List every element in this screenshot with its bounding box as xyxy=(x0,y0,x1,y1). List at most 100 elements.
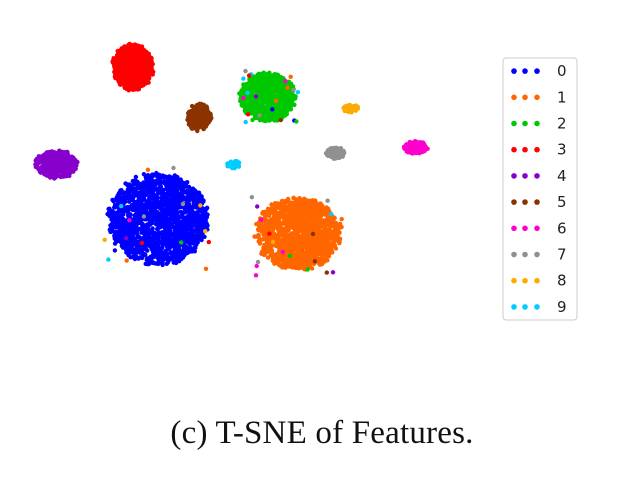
point-class-2 xyxy=(260,103,265,109)
point-class-2 xyxy=(272,81,277,86)
point-class-0 xyxy=(164,240,169,245)
point-class-1 xyxy=(307,206,312,211)
point-class-0 xyxy=(181,216,186,221)
point-class-1 xyxy=(289,202,295,208)
point-class-0 xyxy=(190,227,195,233)
point-class-0 xyxy=(191,239,196,245)
point-class-2 xyxy=(282,106,287,112)
point-class-1 xyxy=(293,199,299,204)
point-class-4 xyxy=(71,164,76,169)
point-class-2 xyxy=(246,103,252,108)
point-class-3 xyxy=(150,61,155,67)
point-class-1 xyxy=(310,201,315,206)
point-class-0 xyxy=(172,244,178,249)
point-class-0 xyxy=(165,196,170,202)
point-class-4 xyxy=(69,154,74,160)
point-class-1 xyxy=(299,212,304,217)
point-class-3 xyxy=(121,71,126,77)
point-class-0 xyxy=(145,175,150,180)
point-class-0 xyxy=(158,173,163,179)
point-class-2 xyxy=(275,109,280,115)
point-class-1 xyxy=(314,202,319,207)
point-class-0 xyxy=(176,235,182,240)
point-class-0 xyxy=(176,184,181,189)
point-class-2 xyxy=(285,97,290,102)
point-class-0 xyxy=(160,240,165,246)
point-class-0 xyxy=(187,241,192,246)
point-class-0 xyxy=(140,244,145,250)
point-class-0 xyxy=(199,209,205,214)
point-class-2 xyxy=(280,99,286,104)
point-class-0 xyxy=(151,244,157,249)
point-class-0 xyxy=(155,255,160,261)
point-class-1 xyxy=(290,225,295,230)
point-class-1 xyxy=(331,236,336,241)
point-class-0 xyxy=(167,174,172,179)
point-class-1 xyxy=(276,248,282,254)
point-class-0 xyxy=(156,230,161,235)
point-class-0 xyxy=(194,235,199,241)
point-class-1 xyxy=(300,264,306,269)
point-class-0 xyxy=(160,262,165,268)
point-class-1 xyxy=(303,209,309,215)
point-class-3 xyxy=(123,46,128,51)
point-class-1 xyxy=(318,256,323,261)
point-class-0 xyxy=(149,238,154,243)
point-class-0 xyxy=(134,217,139,222)
point-class-0 xyxy=(179,249,185,255)
point-class-0 xyxy=(177,191,183,196)
point-class-1 xyxy=(286,233,291,238)
point-class-4 xyxy=(64,155,69,160)
point-class-3 xyxy=(137,62,143,68)
point-class-0 xyxy=(136,226,141,232)
point-class-0 xyxy=(118,200,124,205)
point-class-3 xyxy=(117,72,122,77)
point-class-0 xyxy=(146,214,152,219)
point-class-1 xyxy=(333,231,339,237)
point-class-4 xyxy=(37,167,42,172)
point-class-1 xyxy=(273,201,278,206)
point-class-0 xyxy=(126,211,131,216)
point-class-0 xyxy=(174,189,179,194)
point-class-0 xyxy=(133,174,139,180)
point-class-4 xyxy=(56,150,61,155)
point-class-1 xyxy=(289,238,294,243)
scatter-points xyxy=(33,41,430,278)
point-class-0 xyxy=(194,215,199,220)
point-class-0 xyxy=(145,204,150,209)
point-class-1 xyxy=(315,230,320,236)
point-class-1 xyxy=(285,242,291,247)
point-class-0 xyxy=(142,207,147,212)
point-class-1 xyxy=(290,262,295,267)
point-class-0 xyxy=(117,217,122,223)
point-class-0 xyxy=(184,228,189,234)
point-class-1 xyxy=(293,211,298,217)
point-class-0 xyxy=(165,216,170,221)
point-class-1 xyxy=(298,204,304,210)
point-class-1 xyxy=(327,215,332,221)
point-class-0 xyxy=(149,231,155,236)
point-class-1 xyxy=(324,243,330,248)
point-class-2 xyxy=(256,87,262,92)
point-class-0 xyxy=(131,230,136,236)
point-class-0 xyxy=(110,219,116,225)
point-class-1 xyxy=(263,228,268,233)
point-class-0 xyxy=(200,215,205,220)
point-class-0 xyxy=(161,236,166,242)
point-class-0 xyxy=(166,258,171,263)
point-class-0 xyxy=(187,204,192,209)
point-class-0 xyxy=(156,217,162,222)
point-class-0 xyxy=(135,186,140,191)
point-class-3 xyxy=(110,60,116,65)
point-class-3 xyxy=(132,72,137,78)
point-class-0 xyxy=(117,221,122,226)
point-class-2 xyxy=(256,77,261,82)
point-class-2 xyxy=(277,103,283,108)
point-class-0 xyxy=(122,230,127,235)
point-class-0 xyxy=(139,248,144,253)
point-class-0 xyxy=(168,225,173,230)
point-class-2 xyxy=(269,84,274,90)
point-class-0 xyxy=(160,230,165,235)
point-class-0 xyxy=(174,216,179,221)
